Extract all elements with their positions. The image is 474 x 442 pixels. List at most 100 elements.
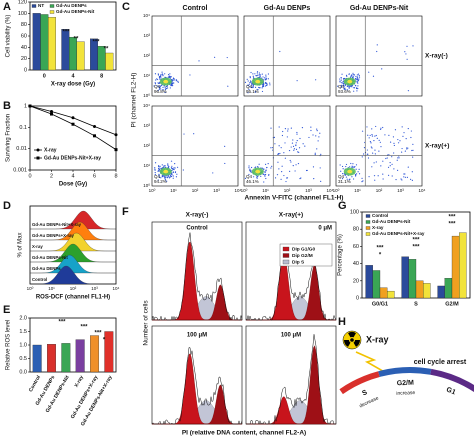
event-dot xyxy=(393,142,395,144)
radiation-symbol xyxy=(350,338,354,342)
event-dot xyxy=(407,127,409,130)
event-dot xyxy=(356,74,358,76)
event-dot xyxy=(340,85,343,87)
event-dot xyxy=(172,82,174,84)
event-dot xyxy=(183,133,185,135)
event-dot xyxy=(160,85,162,87)
event-dot xyxy=(355,175,357,177)
event-dot xyxy=(343,88,345,90)
event-dot xyxy=(402,135,404,137)
event-dot xyxy=(355,173,358,175)
event-dot xyxy=(348,86,350,88)
bar xyxy=(105,52,114,71)
event-dot xyxy=(366,149,368,151)
significance: ** xyxy=(74,37,79,43)
event-dot xyxy=(293,148,296,150)
significance: * xyxy=(103,338,106,344)
event-dot xyxy=(403,176,405,178)
event-dot xyxy=(170,84,173,87)
event-dot xyxy=(270,167,272,169)
event-dot xyxy=(374,149,376,151)
event-dot xyxy=(171,83,173,85)
event-dot xyxy=(170,76,172,78)
event-dot xyxy=(316,148,318,150)
event-dot xyxy=(267,73,270,75)
y-tick-label: 40 xyxy=(21,45,27,51)
event-dot xyxy=(345,74,348,76)
event-dot xyxy=(170,175,173,178)
legend-box xyxy=(279,243,333,267)
event-dot xyxy=(263,173,265,175)
event-dot xyxy=(160,88,162,90)
event-dot xyxy=(312,166,315,168)
event-dot xyxy=(310,126,312,128)
event-dot xyxy=(387,174,390,176)
y-axis-label: % of Max xyxy=(18,232,24,257)
event-dot xyxy=(260,175,262,177)
event-dot xyxy=(346,89,349,91)
event-dot xyxy=(171,168,173,170)
phase-label: G1 xyxy=(445,386,456,396)
event-dot xyxy=(348,87,350,89)
x-tick-label: 0 xyxy=(43,73,46,79)
event-dot xyxy=(370,142,372,144)
event-dot xyxy=(162,89,164,91)
y-tick-label: 60 xyxy=(353,244,359,250)
significance: *** xyxy=(412,238,420,244)
raw-histogram xyxy=(246,334,336,425)
bar xyxy=(40,14,49,71)
event-dot xyxy=(246,78,248,80)
event-dot xyxy=(193,133,195,135)
event-dot xyxy=(259,87,261,89)
event-dot xyxy=(401,179,403,181)
event-dot xyxy=(352,72,354,74)
event-dot xyxy=(341,73,343,75)
x-tick-label: 10⁴ xyxy=(113,286,120,291)
event-dot xyxy=(372,152,374,154)
column-title: X-ray(-) xyxy=(186,212,209,219)
event-dot xyxy=(339,81,341,83)
bar xyxy=(76,41,85,71)
event-dot xyxy=(165,87,168,90)
event-dot xyxy=(386,157,388,159)
event-dot xyxy=(171,85,174,87)
event-dot xyxy=(380,146,382,148)
event-dot xyxy=(164,89,167,91)
x-tick-label: 10⁰ xyxy=(149,188,156,193)
event-dot xyxy=(175,80,177,82)
event-dot xyxy=(286,177,289,179)
panel-letter: A xyxy=(3,1,11,13)
event-dot xyxy=(352,178,355,180)
event-dot xyxy=(252,76,255,78)
event-dot xyxy=(371,147,373,149)
event-dot xyxy=(410,178,412,180)
event-dot xyxy=(392,136,395,138)
event-dot xyxy=(295,148,298,150)
event-dot xyxy=(284,157,286,159)
event-dot xyxy=(248,88,250,91)
event-dot xyxy=(159,165,161,167)
event-dot xyxy=(168,165,170,168)
event-dot xyxy=(380,128,382,131)
y-axis-label: Surviving Fraction xyxy=(6,114,12,162)
y-tick-label: 10³ xyxy=(143,123,150,128)
event-dot xyxy=(252,84,254,86)
event-dot xyxy=(287,130,289,132)
bar xyxy=(372,270,381,299)
raw-histogram xyxy=(245,245,337,321)
event-dot xyxy=(382,126,384,129)
event-dot xyxy=(163,175,165,177)
event-dot xyxy=(400,178,402,180)
event-dot xyxy=(350,85,352,87)
x-tick-label: 10² xyxy=(284,188,291,193)
event-dot xyxy=(256,72,258,74)
legend-label: Dip G2/M xyxy=(292,253,313,259)
x-tick-label: 6 xyxy=(93,173,96,179)
density-core xyxy=(347,169,353,174)
event-dot xyxy=(256,166,259,168)
event-dot xyxy=(351,165,353,167)
event-dot xyxy=(164,179,167,181)
event-dot xyxy=(298,151,300,153)
event-dot xyxy=(167,76,169,78)
event-dot xyxy=(278,145,280,147)
